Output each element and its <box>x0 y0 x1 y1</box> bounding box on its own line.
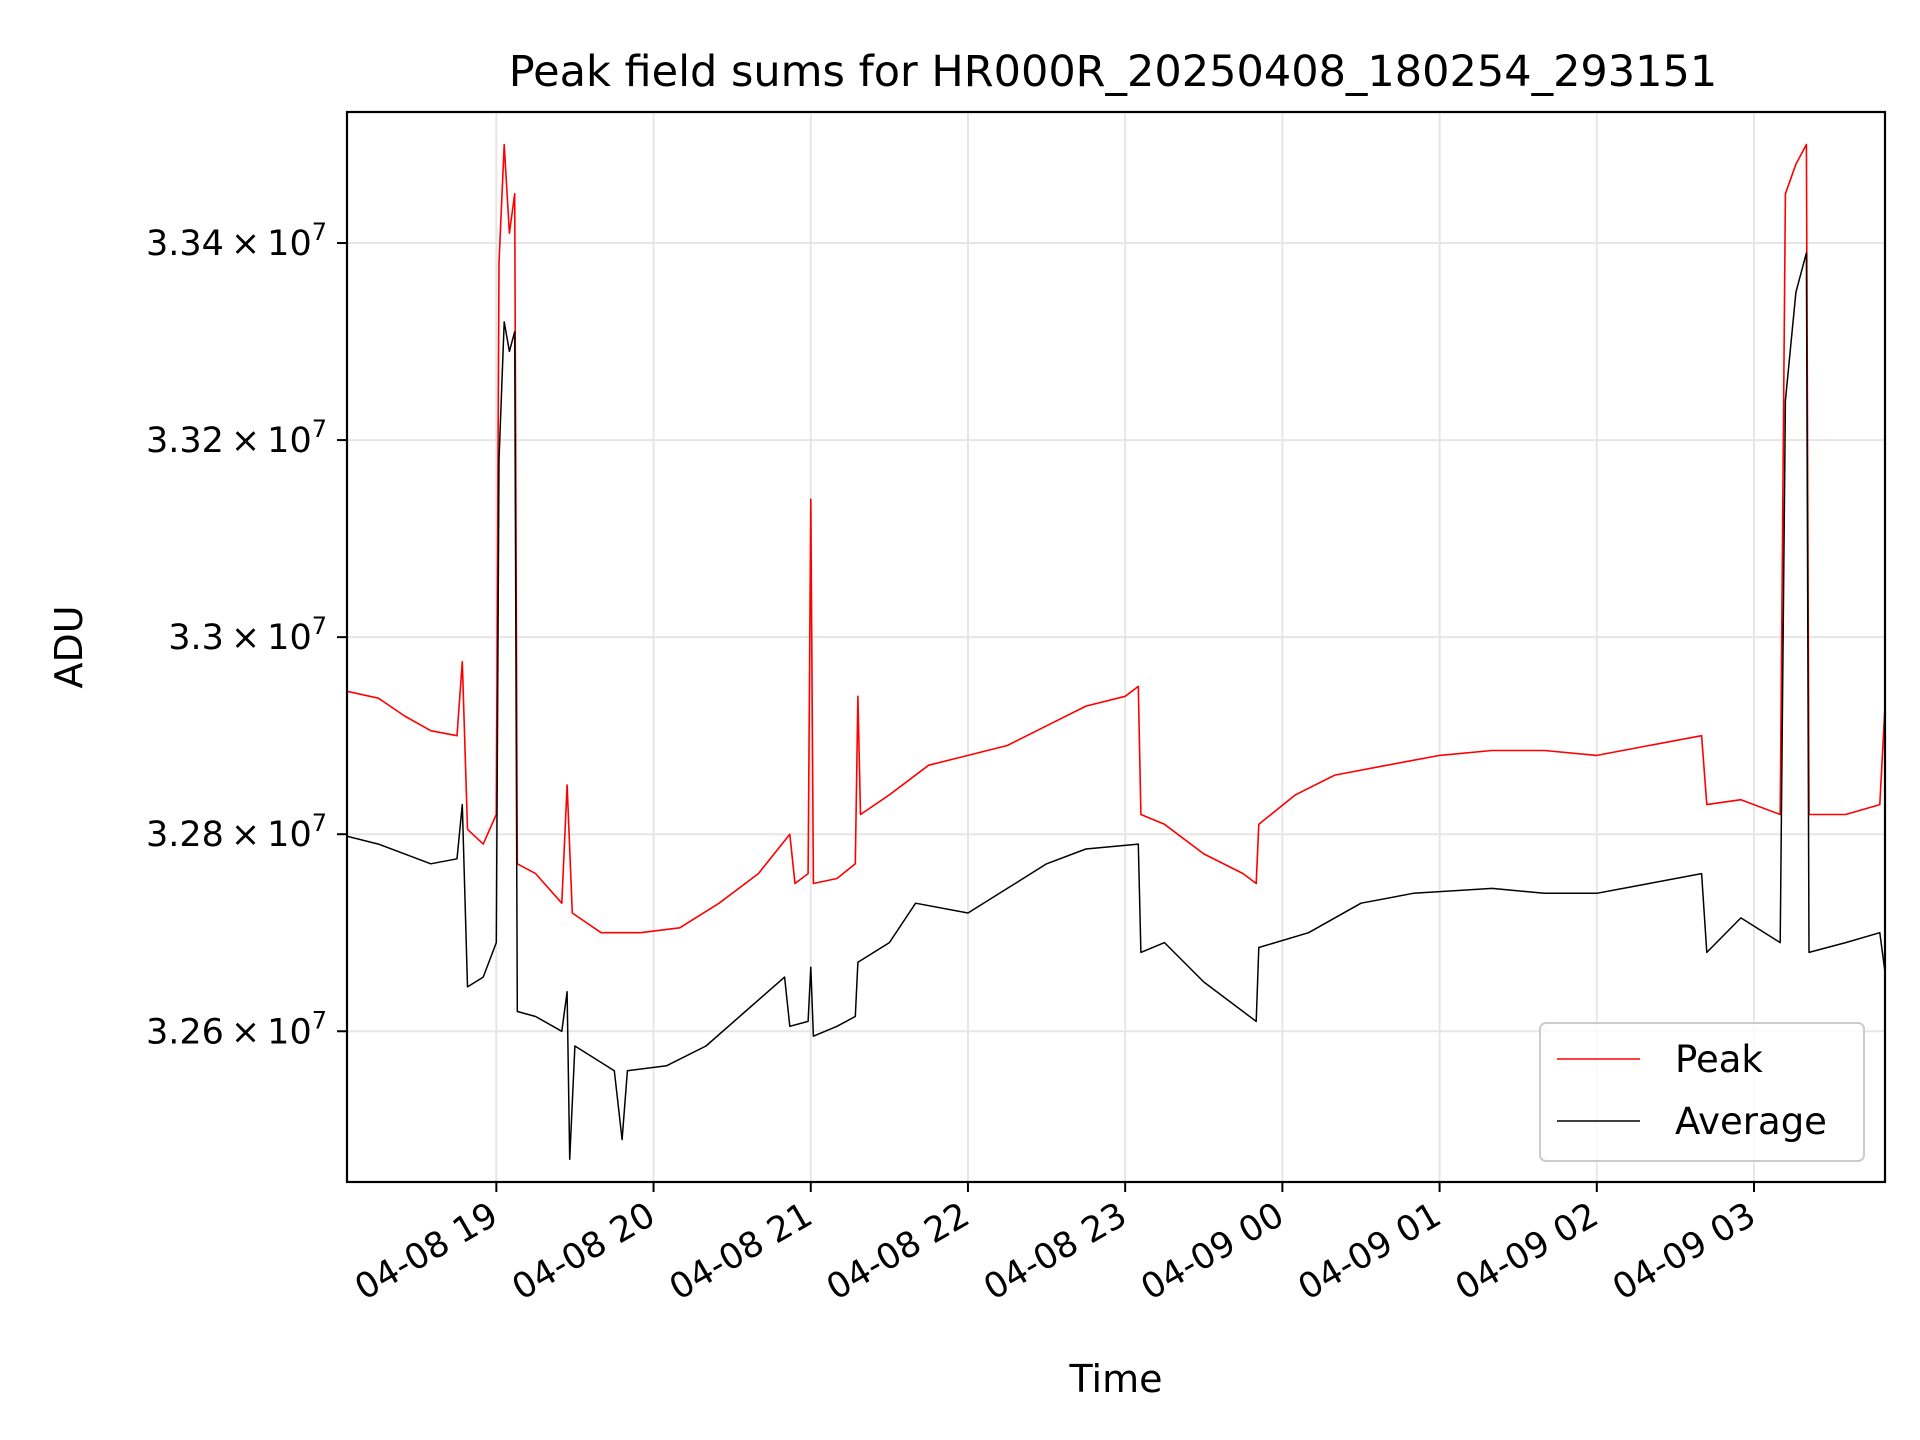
x-tick-label: 04-08 23 <box>977 1195 1133 1308</box>
plot-frame <box>345 110 1887 1184</box>
y-axis-ticks: 3.26 × 107 3.28 × 107 3.3 × 107 3.32 × 107 3… <box>146 218 347 1052</box>
series-line-peak <box>347 143 1885 934</box>
series-line-average <box>347 252 1885 1161</box>
legend: Peak Average <box>1539 1022 1865 1162</box>
legend-label-peak: Peak <box>1675 1038 1763 1081</box>
plot-series <box>347 143 1885 1161</box>
y-tick-label: 3.28 × 107 <box>146 809 327 855</box>
chart-title: Peak field sums for HR000R_20250408_1802… <box>509 47 1717 97</box>
x-tick-label: 04-08 20 <box>506 1195 662 1308</box>
legend-box <box>1539 1022 1865 1162</box>
grid <box>347 112 1885 1182</box>
y-tick-label: 3.32 × 107 <box>146 415 327 461</box>
legend-label-average: Average <box>1675 1100 1827 1143</box>
x-tick-label: 04-08 22 <box>820 1195 976 1308</box>
x-tick-label: 04-09 03 <box>1606 1195 1762 1308</box>
x-axis-ticks: 04-08 19 04-08 20 04-08 21 04-08 22 04-08 23… <box>349 1182 1762 1308</box>
x-axis-title: Time <box>1069 1357 1163 1401</box>
y-tick-label: 3.3 × 107 <box>168 612 327 658</box>
x-tick-label: 04-08 21 <box>663 1195 819 1308</box>
x-tick-label: 04-08 19 <box>349 1195 505 1308</box>
y-tick-label: 3.34 × 107 <box>146 218 327 264</box>
y-axis-title: ADU <box>47 605 91 688</box>
y-tick-label: 3.26 × 107 <box>146 1006 327 1052</box>
x-tick-label: 04-09 00 <box>1135 1195 1291 1308</box>
x-tick-label: 04-09 01 <box>1292 1195 1448 1308</box>
x-tick-label: 04-09 02 <box>1449 1195 1605 1308</box>
